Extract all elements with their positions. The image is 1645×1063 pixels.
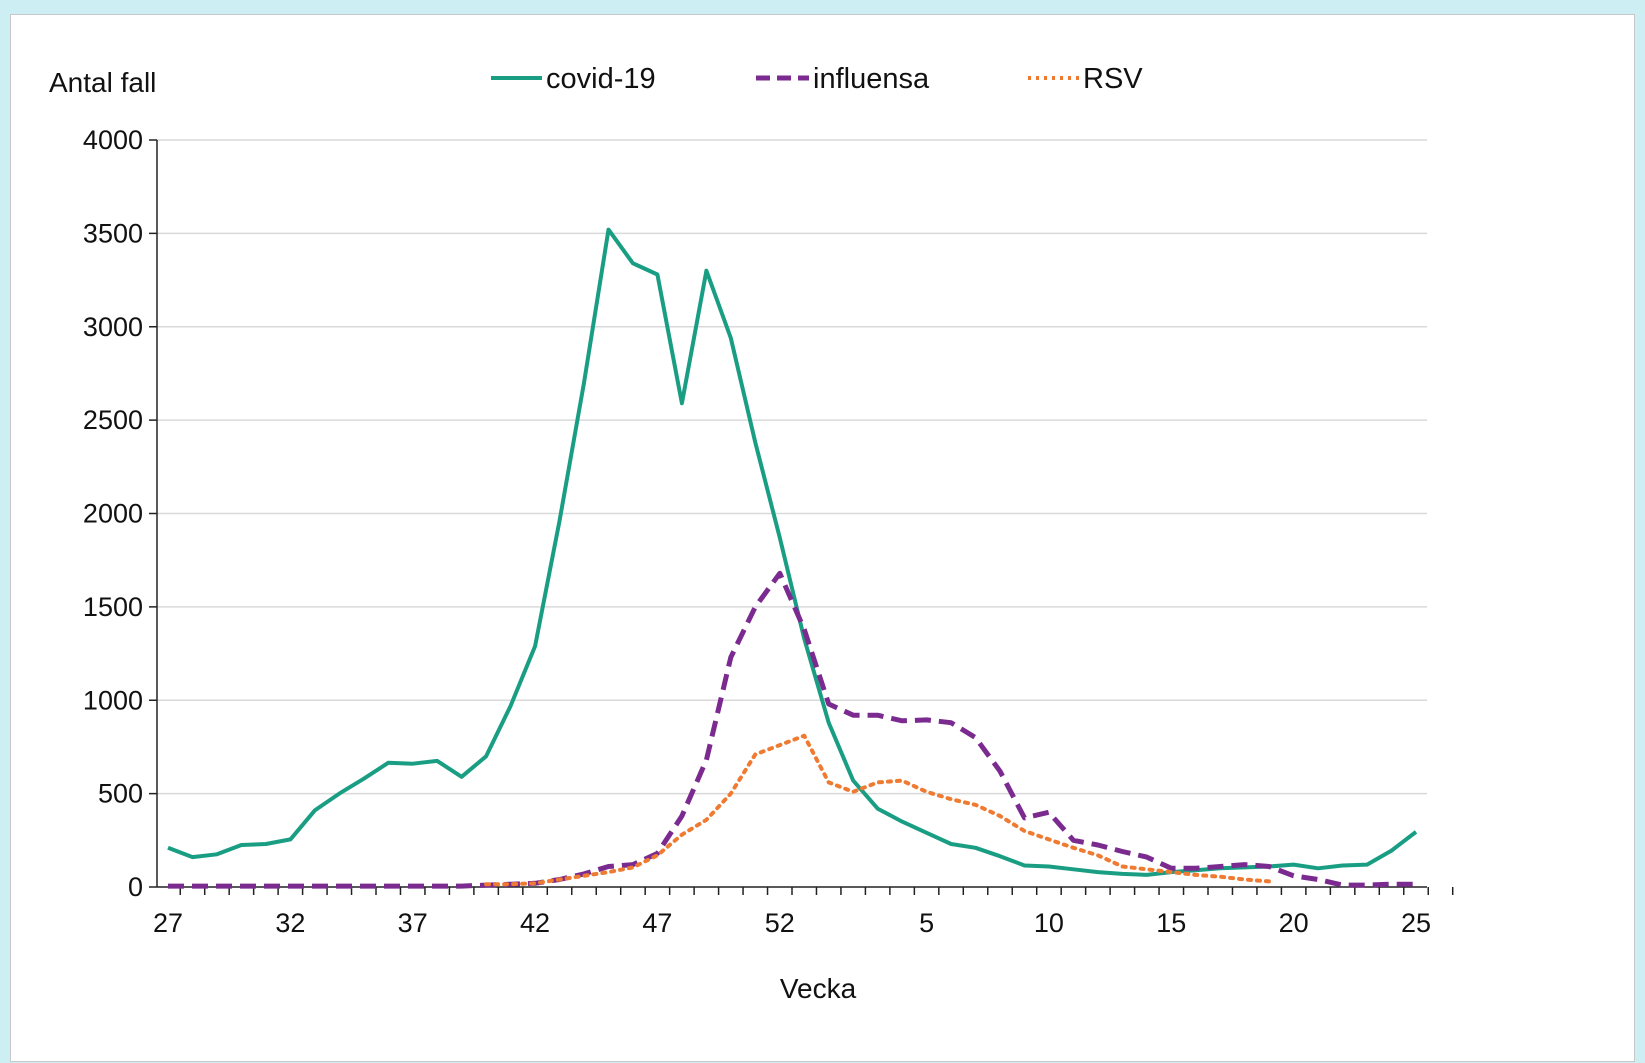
x-tick-label-32: 32	[275, 908, 305, 938]
series-line-rsv	[484, 733, 1272, 887]
legend-label-rsv: RSV	[1083, 63, 1143, 95]
y-tick-label-3500: 3500	[83, 218, 143, 248]
y-tick-label-2500: 2500	[83, 405, 143, 435]
y-axis-title: Antal fall	[49, 67, 156, 98]
y-tick-label-1000: 1000	[83, 685, 143, 715]
x-tick-label-20: 20	[1279, 908, 1309, 938]
x-tick-label-27: 27	[153, 908, 183, 938]
x-axis-title: Vecka	[780, 973, 857, 1004]
y-axis-ticks: 0 500 1000 1500 2000 2500 3000 3500 4000	[83, 125, 158, 902]
x-tick-label-37: 37	[398, 908, 428, 938]
legend-label-influensa: influensa	[813, 63, 930, 95]
y-tick-label-3000: 3000	[83, 312, 143, 342]
series-lines	[167, 227, 1418, 889]
legend-label-covid-19: covid-19	[546, 63, 656, 95]
x-axis: 27 32 37 42 47 52 5 10 15 20 25	[153, 886, 1454, 938]
y-tick-label-500: 500	[98, 779, 143, 809]
x-tick-label-10: 10	[1034, 908, 1064, 938]
x-tick-label-47: 47	[642, 908, 672, 938]
y-tick-label-4000: 4000	[83, 125, 143, 155]
chart-frame: Antal fall Vecka covid-19 influensa RSV …	[10, 14, 1635, 1062]
y-tick-label-0: 0	[128, 872, 143, 902]
x-tick-label-15: 15	[1156, 908, 1186, 938]
x-tick-label-42: 42	[520, 908, 550, 938]
x-tick-label-25: 25	[1401, 908, 1431, 938]
gridlines	[157, 139, 1427, 795]
chart-svg: Antal fall Vecka covid-19 influensa RSV …	[49, 63, 1454, 1004]
y-tick-label-2000: 2000	[83, 499, 143, 529]
series-line-influensa	[168, 570, 1416, 889]
x-tick-label-5: 5	[919, 908, 934, 938]
y-tick-label-1500: 1500	[83, 592, 143, 622]
legend: covid-19 influensa RSV	[491, 63, 1143, 95]
x-tick-label-52: 52	[765, 908, 795, 938]
